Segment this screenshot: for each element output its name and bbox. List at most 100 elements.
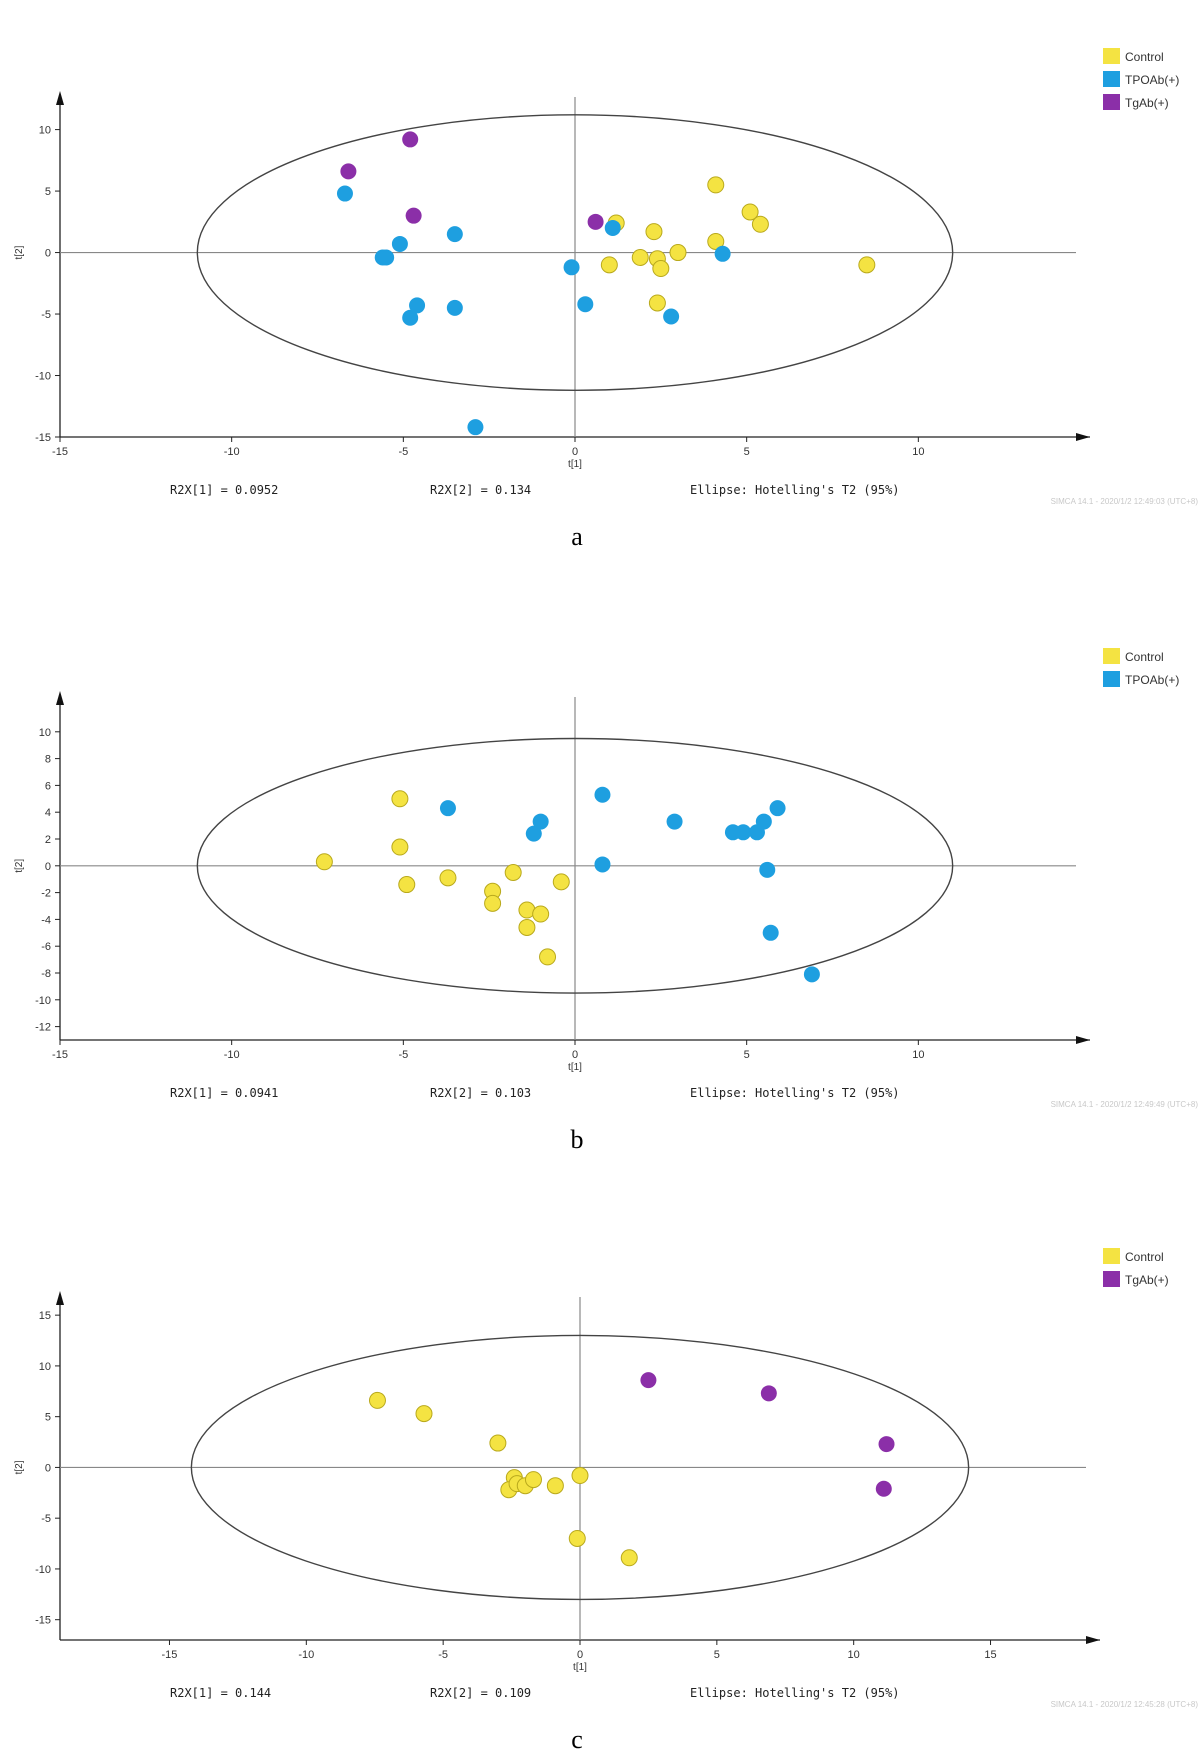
data-point	[631, 248, 649, 266]
data-point	[518, 918, 536, 936]
data-point	[539, 948, 557, 966]
data-point	[402, 131, 419, 148]
y-tick-label: -15	[35, 432, 51, 444]
x-tick-label: -10	[224, 1049, 240, 1061]
legend-swatch	[1103, 648, 1120, 664]
y-tick-label: -6	[41, 941, 51, 953]
watermark: SIMCA 14.1 - 2020/1/2 12:49:03 (UTC+8)	[1051, 497, 1199, 506]
data-point	[552, 873, 570, 891]
chart-b: -15 -10 -5 0 5 10 -12 -10 -8 -6 -4 -2 0 2 4 6 8 10 t[1] t[2…	[14, 648, 1199, 1154]
data-point	[759, 861, 776, 878]
data-point	[405, 207, 422, 224]
data-point	[645, 223, 663, 241]
data-point	[760, 1385, 777, 1402]
data-point	[504, 864, 522, 881]
data-point	[878, 1436, 895, 1453]
data-point	[402, 309, 419, 326]
y-axis-arrow	[56, 691, 64, 705]
data-point	[707, 176, 725, 194]
x-tick-label: 0	[572, 1049, 578, 1061]
x-tick-label: 5	[744, 446, 750, 458]
y-axis-label: t[2]	[14, 1460, 25, 1474]
data-point	[640, 1372, 657, 1389]
stat-text: Ellipse: Hotelling's T2 (95%)	[690, 483, 900, 497]
y-tick-label: 0	[45, 861, 51, 873]
legend-swatch	[1103, 48, 1120, 64]
y-tick-label: 6	[45, 780, 51, 792]
y-tick-label: 5	[45, 1412, 51, 1424]
legend: Control TgAb(+)	[1103, 1248, 1169, 1287]
data-point	[648, 294, 666, 312]
stat-text: R2X[1] = 0.0952	[170, 483, 278, 497]
data-point	[594, 786, 611, 803]
x-tick-label: -15	[52, 446, 68, 458]
panel-c: -15 -10 -5 0 5 10 15 -15 -10 -5 0 5 10 15 t[1] t[2] Cont…	[0, 1200, 1200, 1760]
data-point	[546, 1477, 564, 1495]
x-tick-label: 5	[744, 1049, 750, 1061]
data-point	[368, 1391, 386, 1409]
y-tick-label: -4	[41, 914, 51, 926]
x-axis-arrow	[1076, 433, 1090, 441]
data-point	[525, 825, 542, 842]
y-tick-label: 0	[45, 248, 51, 260]
x-tick-label: -5	[398, 1049, 408, 1061]
series-TgAb(+)	[340, 131, 604, 230]
stat-text: R2X[2] = 0.109	[430, 1686, 531, 1700]
data-point	[415, 1405, 433, 1423]
data-point	[446, 226, 463, 243]
data-point	[439, 800, 456, 817]
stat-text: R2X[1] = 0.0941	[170, 1086, 278, 1100]
data-point	[751, 215, 769, 233]
x-tick-label: 10	[912, 1049, 924, 1061]
y-tick-label: -5	[41, 309, 51, 321]
y-axis-arrow	[56, 1291, 64, 1305]
data-point	[391, 790, 409, 808]
x-axis-arrow	[1086, 1636, 1100, 1644]
legend: Control TPOAb(+)	[1103, 648, 1179, 687]
data-point	[666, 813, 683, 830]
y-tick-label: -10	[35, 371, 51, 383]
y-axis-arrow	[56, 91, 64, 105]
data-point	[875, 1480, 892, 1497]
legend-label: TPOAb(+)	[1125, 673, 1179, 687]
data-point	[409, 297, 426, 314]
y-axis-label: t[2]	[14, 245, 25, 259]
legend-swatch	[1103, 671, 1120, 687]
data-point	[563, 259, 580, 276]
hotelling-ellipse	[190, 1334, 970, 1601]
data-point	[571, 1467, 589, 1485]
y-tick-label: 2	[45, 834, 51, 846]
x-axis-label: t[1]	[568, 459, 582, 470]
watermark: SIMCA 14.1 - 2020/1/2 12:49:49 (UTC+8)	[1051, 1100, 1199, 1109]
legend-label: Control	[1125, 1250, 1164, 1264]
y-tick-label: -8	[41, 968, 51, 980]
stat-text: Ellipse: Hotelling's T2 (95%)	[690, 1686, 900, 1700]
data-point	[858, 256, 876, 274]
data-point	[446, 299, 463, 316]
data-point	[315, 853, 333, 871]
x-tick-label: 10	[912, 446, 924, 458]
series-Control	[368, 1391, 638, 1567]
series-Control	[315, 790, 570, 966]
x-axis-arrow	[1076, 1036, 1090, 1044]
data-point	[532, 813, 549, 830]
legend-label: TgAb(+)	[1125, 96, 1169, 110]
x-axis-label: t[1]	[573, 1662, 587, 1673]
x-tick-label: 0	[577, 1649, 583, 1661]
x-tick-label: 15	[984, 1649, 996, 1661]
y-tick-label: 5	[45, 186, 51, 198]
data-point	[707, 232, 725, 250]
data-point	[803, 966, 820, 983]
series-Control	[600, 176, 876, 312]
y-tick-label: 4	[45, 807, 51, 819]
data-point	[524, 1471, 542, 1489]
legend-swatch	[1103, 94, 1120, 110]
data-point	[762, 924, 779, 941]
chart-c: -15 -10 -5 0 5 10 15 -15 -10 -5 0 5 10 15 t[1] t[2] Cont…	[14, 1248, 1198, 1754]
data-point	[467, 419, 484, 436]
x-tick-label: -5	[438, 1649, 448, 1661]
x-tick-label: -10	[298, 1649, 314, 1661]
data-point	[398, 876, 416, 894]
data-point	[741, 203, 759, 221]
y-tick-label: 10	[39, 1361, 51, 1373]
